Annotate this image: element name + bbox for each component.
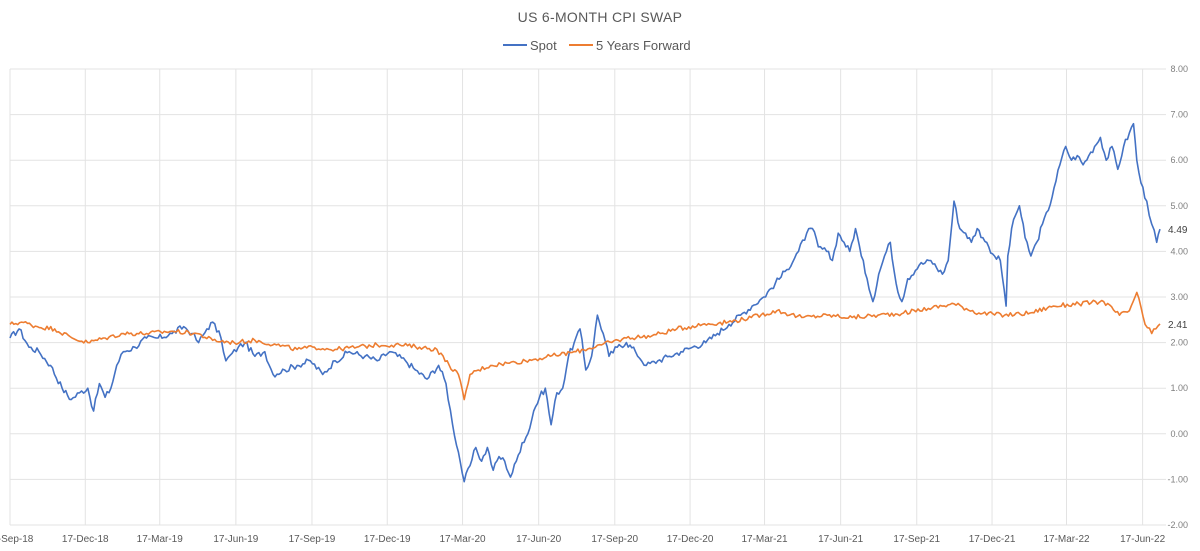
y-tick-label: 2.00 [1170,338,1188,348]
x-tick-label: 17-Dec-21 [969,534,1016,545]
legend-label-spot: Spot [530,38,557,53]
x-tick-label: 17-Dec-19 [364,534,411,545]
x-tick-label: 17-Sep-19 [289,534,336,545]
x-tick-label: 17-Jun-19 [213,534,258,545]
end-value-label-5y-forward: 2.41 [1168,320,1188,331]
y-tick-label: 5.00 [1170,201,1188,211]
x-tick-label: 17-Mar-21 [741,534,788,545]
end-value-label-spot: 4.49 [1168,225,1188,236]
x-tick-label: 17-Mar-22 [1043,534,1090,545]
x-tick-label: 17-Jun-21 [818,534,863,545]
y-tick-label: 8.00 [1170,64,1188,74]
x-tick-label: 17-Jun-22 [1120,534,1165,545]
y-axis-ticks: 8.00 7.00 6.00 5.00 4.00 3.00 2.00 1.00 0.00 -1.0… [1167,64,1188,530]
y-tick-label: 1.00 [1170,383,1188,393]
series-line-5y-forward [9,291,1161,401]
grid [9,68,1166,526]
series-lines [9,122,1161,483]
y-tick-label: -1.00 [1167,474,1188,484]
x-tick-label: 17-Sep-20 [591,534,638,545]
x-axis-ticks: 17-Sep-18 17-Dec-18 17-Mar-19 17-Jun-19 17-S… [0,534,1166,545]
x-tick-label: 17-Mar-20 [439,534,486,545]
y-tick-label: 4.00 [1170,246,1188,256]
end-labels: 4.49 2.41 [1168,225,1188,331]
legend: Spot 5 Years Forward [503,38,691,53]
x-tick-label: 17-Dec-18 [62,534,109,545]
x-tick-label: 17-Mar-19 [137,534,184,545]
y-tick-label: 0.00 [1170,429,1188,439]
y-tick-label: 6.00 [1170,155,1188,165]
y-tick-label: 7.00 [1170,110,1188,120]
x-tick-label: 17-Sep-18 [0,534,34,545]
series-line-spot [9,122,1161,483]
legend-label-5y-forward: 5 Years Forward [596,38,691,53]
chart-title: US 6-MONTH CPI SWAP [518,9,683,25]
y-tick-label: 3.00 [1170,292,1188,302]
x-tick-label: 17-Sep-21 [893,534,940,545]
y-tick-label: -2.00 [1167,520,1188,530]
x-tick-label: 17-Jun-20 [516,534,561,545]
x-tick-label: 17-Dec-20 [667,534,714,545]
